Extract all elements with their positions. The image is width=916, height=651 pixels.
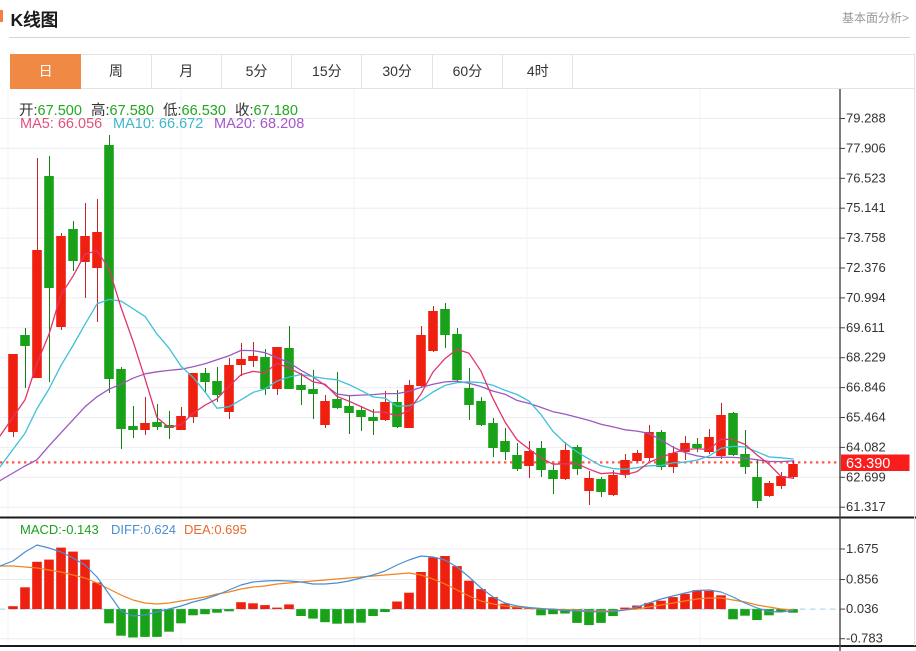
svg-text:70.994: 70.994 bbox=[846, 290, 886, 305]
svg-text:77.906: 77.906 bbox=[846, 140, 886, 155]
svg-text:76.523: 76.523 bbox=[846, 170, 886, 185]
svg-text:65.464: 65.464 bbox=[846, 410, 886, 425]
svg-text:79.288: 79.288 bbox=[846, 111, 886, 126]
svg-text:-0.783: -0.783 bbox=[846, 631, 883, 646]
svg-text:73.758: 73.758 bbox=[846, 230, 886, 245]
svg-text:1.675: 1.675 bbox=[846, 541, 879, 556]
svg-text:63.390: 63.390 bbox=[846, 456, 890, 472]
svg-text:72.376: 72.376 bbox=[846, 260, 886, 275]
svg-text:68.229: 68.229 bbox=[846, 350, 886, 365]
svg-text:62.699: 62.699 bbox=[846, 469, 886, 484]
svg-text:69.611: 69.611 bbox=[846, 320, 885, 335]
svg-text:75.141: 75.141 bbox=[846, 200, 886, 215]
svg-text:0.036: 0.036 bbox=[846, 601, 879, 616]
svg-text:64.082: 64.082 bbox=[846, 439, 886, 454]
svg-text:0.856: 0.856 bbox=[846, 572, 879, 587]
svg-text:61.317: 61.317 bbox=[846, 499, 886, 514]
svg-text:66.846: 66.846 bbox=[846, 380, 886, 395]
